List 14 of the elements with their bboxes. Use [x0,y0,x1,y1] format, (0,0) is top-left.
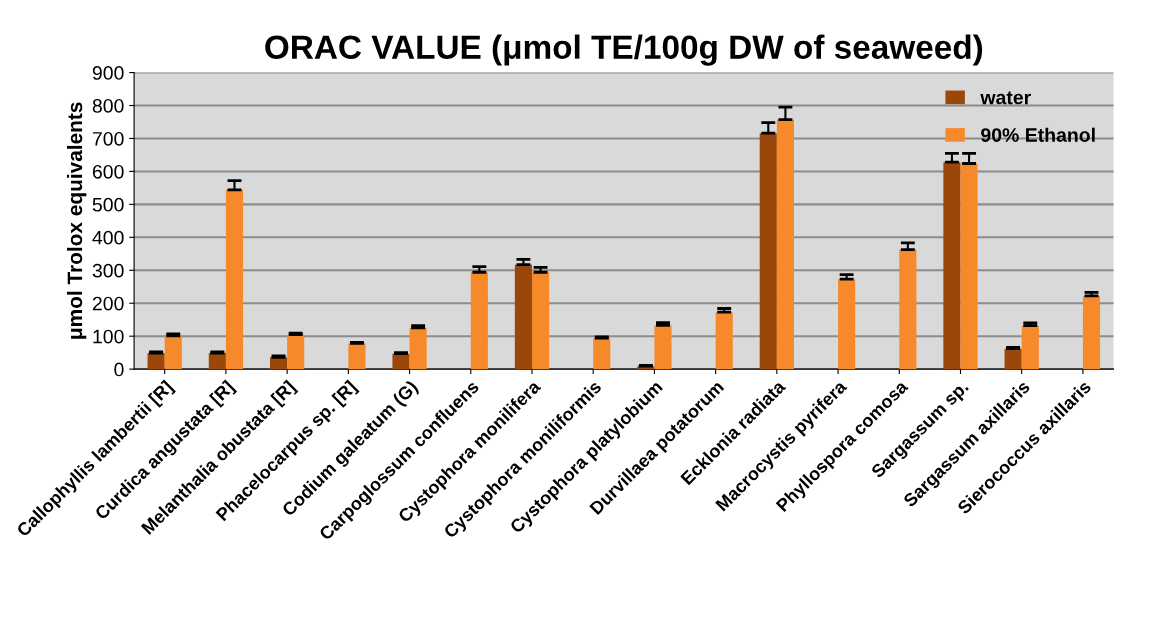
y-tick-label: 100 [93,329,124,344]
y-tick-label: 400 [92,230,124,245]
y-tick-label: 300 [92,263,124,278]
chart-title: ORAC VALUE (μmol TE/100g DW of seaweed) [265,34,983,66]
y-axis-title: μmol Trolox equivalents [66,102,87,339]
y-tick-label: 800 [92,98,124,113]
y-tick-label: 500 [92,197,124,212]
legend-label: 90% Ethanol [981,127,1095,142]
y-tick-label: 600 [92,164,124,179]
y-tick-label: 700 [92,131,124,146]
y-tick-label: 0 [114,362,124,377]
y-tick-label: 900 [92,66,124,80]
y-tick-label: 200 [92,296,124,311]
legend-label: water [980,91,1031,105]
